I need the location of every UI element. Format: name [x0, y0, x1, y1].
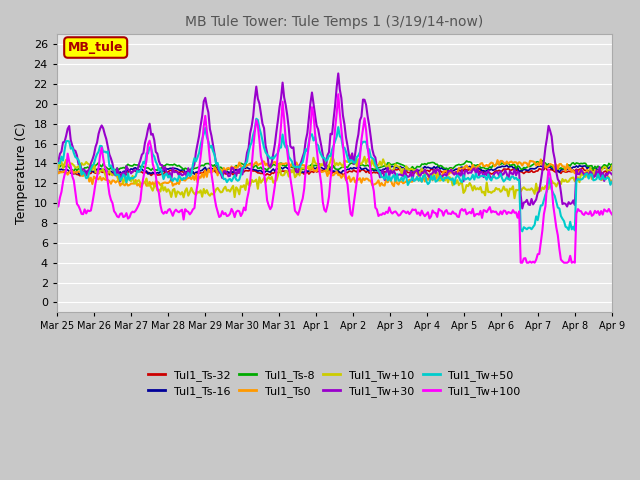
- Tul1_Ts-16: [121, 168, 129, 174]
- Tul1_Tw+30: [608, 171, 616, 177]
- Tul1_Tw+30: [246, 131, 254, 136]
- Tul1_Tw+10: [218, 189, 226, 195]
- Tul1_Ts-8: [123, 163, 131, 169]
- Tul1_Ts-32: [123, 172, 131, 178]
- Tul1_Tw+30: [296, 163, 303, 168]
- Tul1_Tw+100: [335, 91, 342, 97]
- Tul1_Tw+30: [580, 172, 588, 178]
- Tul1_Tw+30: [53, 159, 61, 165]
- Tul1_Ts-8: [248, 161, 255, 167]
- Tul1_Tw+10: [53, 169, 61, 175]
- Tul1_Ts-16: [53, 167, 61, 172]
- Y-axis label: Temperature (C): Temperature (C): [15, 122, 28, 224]
- Tul1_Ts0: [608, 178, 616, 183]
- Tul1_Ts-16: [191, 171, 198, 177]
- Tul1_Tw+30: [218, 175, 226, 181]
- Tul1_Tw+50: [608, 179, 616, 185]
- Tul1_Tw+50: [121, 173, 129, 179]
- Tul1_Ts-16: [579, 163, 586, 169]
- Tul1_Tw+50: [237, 172, 244, 178]
- Tul1_Tw+100: [246, 179, 254, 185]
- Line: Tul1_Ts-16: Tul1_Ts-16: [57, 165, 612, 174]
- Tul1_Ts0: [298, 161, 305, 167]
- Tul1_Tw+50: [53, 160, 61, 166]
- Text: MB_tule: MB_tule: [68, 41, 124, 54]
- Tul1_Tw+10: [511, 195, 518, 201]
- Line: Tul1_Tw+30: Tul1_Tw+30: [57, 73, 612, 208]
- Tul1_Tw+10: [237, 183, 244, 189]
- Tul1_Ts0: [239, 165, 246, 171]
- Tul1_Tw+50: [246, 143, 254, 149]
- Tul1_Tw+10: [296, 172, 303, 178]
- Tul1_Tw+50: [218, 172, 226, 178]
- Tul1_Ts-8: [70, 168, 77, 174]
- Tul1_Ts-8: [298, 166, 305, 171]
- Tul1_Tw+100: [237, 213, 244, 219]
- Tul1_Ts-32: [580, 167, 588, 173]
- Tul1_Ts-16: [298, 169, 305, 175]
- Line: Tul1_Tw+100: Tul1_Tw+100: [57, 94, 612, 263]
- Tul1_Ts0: [537, 156, 545, 162]
- Tul1_Ts0: [248, 162, 255, 168]
- Tul1_Tw+50: [580, 174, 588, 180]
- Tul1_Ts0: [121, 182, 129, 188]
- Tul1_Ts0: [220, 165, 228, 171]
- Tul1_Ts-32: [248, 168, 255, 174]
- Tul1_Ts-16: [220, 169, 228, 175]
- Tul1_Ts-8: [53, 164, 61, 170]
- Tul1_Tw+50: [298, 161, 305, 167]
- Tul1_Ts-32: [541, 164, 549, 170]
- Tul1_Tw+100: [580, 212, 588, 218]
- Tul1_Tw+100: [121, 214, 129, 219]
- Tul1_Ts-8: [608, 161, 616, 167]
- Line: Tul1_Ts0: Tul1_Ts0: [57, 159, 612, 187]
- Tul1_Tw+10: [580, 172, 588, 178]
- Tul1_Tw+30: [518, 205, 526, 211]
- Legend: Tul1_Ts-32, Tul1_Ts-16, Tul1_Ts-8, Tul1_Ts0, Tul1_Tw+10, Tul1_Tw+30, Tul1_Tw+50,: Tul1_Ts-32, Tul1_Ts-16, Tul1_Ts-8, Tul1_…: [143, 365, 525, 401]
- Line: Tul1_Tw+50: Tul1_Tw+50: [57, 119, 612, 231]
- Tul1_Tw+10: [246, 183, 254, 189]
- Line: Tul1_Ts-8: Tul1_Ts-8: [57, 161, 612, 171]
- Tul1_Tw+100: [517, 260, 525, 265]
- Tul1_Ts-32: [220, 169, 228, 175]
- Tul1_Tw+50: [518, 228, 526, 234]
- Tul1_Tw+30: [335, 71, 342, 76]
- Tul1_Ts-8: [239, 161, 246, 167]
- Line: Tul1_Tw+10: Tul1_Tw+10: [57, 156, 612, 198]
- Tul1_Ts-8: [580, 160, 588, 166]
- Tul1_Ts-32: [608, 168, 616, 173]
- Tul1_Tw+30: [121, 174, 129, 180]
- Tul1_Tw+30: [237, 166, 244, 171]
- Tul1_Tw+100: [608, 212, 616, 217]
- Tul1_Ts-16: [608, 162, 616, 168]
- Tul1_Ts-8: [538, 158, 546, 164]
- Tul1_Tw+10: [121, 173, 129, 179]
- Tul1_Tw+100: [218, 208, 226, 214]
- Tul1_Ts-8: [220, 167, 228, 173]
- Tul1_Ts-16: [239, 165, 246, 170]
- Tul1_Tw+100: [296, 207, 303, 213]
- Line: Tul1_Ts-32: Tul1_Ts-32: [57, 167, 612, 176]
- Tul1_Ts-32: [298, 169, 305, 175]
- Tul1_Ts-32: [76, 173, 84, 179]
- Tul1_Ts-32: [53, 168, 61, 174]
- Tul1_Ts0: [53, 169, 61, 175]
- Title: MB Tule Tower: Tule Temps 1 (3/19/14-now): MB Tule Tower: Tule Temps 1 (3/19/14-now…: [185, 15, 483, 29]
- Tul1_Ts-16: [248, 167, 255, 172]
- Tul1_Tw+50: [252, 116, 260, 121]
- Tul1_Ts0: [136, 184, 144, 190]
- Tul1_Tw+100: [53, 204, 61, 210]
- Tul1_Ts0: [580, 170, 588, 176]
- Tul1_Tw+10: [608, 163, 616, 169]
- Tul1_Ts-32: [239, 169, 246, 175]
- Tul1_Tw+10: [347, 153, 355, 158]
